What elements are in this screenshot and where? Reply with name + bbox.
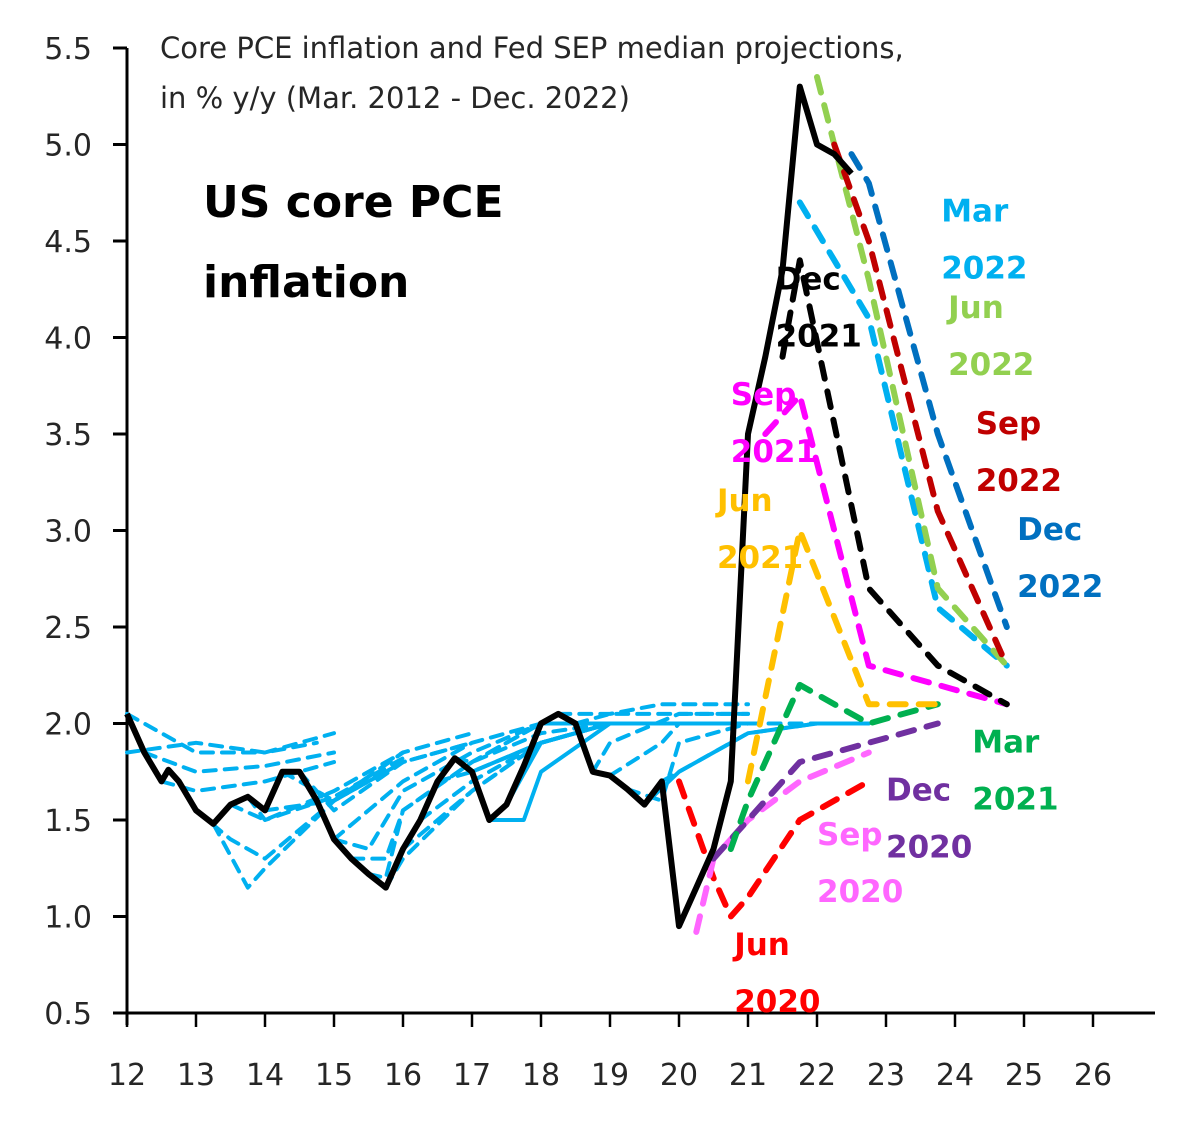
series-label-year: 2021 bbox=[717, 540, 803, 576]
x-tick-label: 14 bbox=[246, 1058, 284, 1093]
y-tick-label: 5.0 bbox=[44, 129, 92, 164]
series-label-jun-2020: Jun 2020 bbox=[732, 927, 820, 1020]
y-tick-label: 1.5 bbox=[44, 804, 92, 839]
projection-line-jun-2022 bbox=[814, 74, 1010, 669]
x-tick-label: 18 bbox=[522, 1058, 560, 1093]
series-label-year: 2020 bbox=[886, 830, 972, 866]
x-tick-label: 21 bbox=[729, 1058, 767, 1093]
series-label-sep-2022: Sep 2022 bbox=[976, 406, 1062, 499]
projection-line-sep-2019 bbox=[642, 721, 871, 807]
series-label-jun-2022: Jun 2022 bbox=[946, 290, 1034, 383]
y-tick-label: 5.5 bbox=[44, 32, 92, 67]
projection-line-sep-2013 bbox=[228, 750, 405, 822]
projection-line-mar-2015 bbox=[332, 721, 543, 851]
series-label-month: Dec bbox=[886, 773, 951, 809]
x-tick-label: 25 bbox=[1005, 1058, 1043, 1093]
projection-line-mar-2021 bbox=[727, 681, 941, 852]
projection-line-dec-2012 bbox=[159, 760, 336, 793]
title-line-1: Core PCE inflation and Fed SEP median pr… bbox=[160, 31, 904, 65]
series-label-mar-2021: Mar 2021 bbox=[972, 724, 1058, 817]
series-label-year: 2021 bbox=[972, 781, 1058, 817]
series-label-month: Sep bbox=[731, 377, 797, 413]
series-label-month: Jun bbox=[715, 483, 773, 519]
projection-line-sep-2012 bbox=[142, 750, 336, 774]
series-label-month: Mar bbox=[941, 194, 1009, 230]
y-tick-label: 0.5 bbox=[44, 997, 92, 1032]
axes: 0.5 1.0 1.5 2.0 2.5 3.0 3.5 4.0 4.5 5.0 5.5 12 13 14 1… bbox=[44, 32, 1155, 1093]
series-label-month: Dec bbox=[1017, 512, 1082, 548]
projection-line-sep-2021 bbox=[762, 392, 1010, 708]
projection-line-jun-2018 bbox=[556, 702, 750, 716]
series-label-mar-2022: Mar 2022 bbox=[941, 194, 1027, 287]
series-label-sep-2020: Sep 2020 bbox=[817, 817, 903, 910]
x-tick-label: 23 bbox=[867, 1058, 905, 1093]
y-tick-label: 1.0 bbox=[44, 901, 92, 936]
actual-layer bbox=[124, 83, 854, 930]
series-label-year: 2021 bbox=[776, 318, 862, 354]
y-tick-label: 4.0 bbox=[44, 322, 92, 357]
series-label-year: 2022 bbox=[1017, 569, 1103, 605]
projection-line-mar-2022 bbox=[796, 199, 1010, 669]
projection-line-jun-2021 bbox=[745, 527, 941, 785]
series-label-year: 2022 bbox=[948, 347, 1034, 383]
x-tick-label: 13 bbox=[177, 1058, 215, 1093]
projection-line-dec-2013 bbox=[245, 756, 405, 822]
series-label-year: 2021 bbox=[731, 434, 817, 470]
x-tick-label: 26 bbox=[1074, 1058, 1112, 1093]
series-labels: Dec2021Mar2022Jun2022Sep2022Dec2022Sep20… bbox=[715, 194, 1103, 1020]
projection-line-mar-2014 bbox=[263, 731, 474, 813]
projection-line-mar-2012 bbox=[125, 740, 319, 755]
annotation-line-2: inflation bbox=[203, 257, 409, 308]
title-line-2: in % y/y (Mar. 2012 - Dec. 2022) bbox=[160, 81, 630, 115]
projection-line-sep-2018 bbox=[573, 711, 750, 726]
series-label-month: Jun bbox=[946, 290, 1004, 326]
series-label-year: 2022 bbox=[941, 251, 1027, 287]
projection-line-sep-2014 bbox=[297, 740, 474, 813]
chart-title: Core PCE inflation and Fed SEP median pr… bbox=[160, 31, 904, 115]
x-tick-label: 19 bbox=[591, 1058, 629, 1093]
series-label-year: 2020 bbox=[734, 984, 820, 1020]
projection-line-mar-2019 bbox=[608, 721, 750, 778]
series-label-dec-2021: Dec 2021 bbox=[776, 261, 862, 354]
projection-line-sep-2015 bbox=[366, 721, 543, 880]
series-label-month: Mar bbox=[972, 724, 1040, 760]
series-label-month: Sep bbox=[817, 817, 883, 853]
y-tick-label: 3.5 bbox=[44, 418, 92, 453]
series-label-month: Jun bbox=[732, 927, 790, 963]
projection-line-sep-2022 bbox=[831, 141, 1010, 669]
x-tick-label: 22 bbox=[798, 1058, 836, 1093]
projection-line-jun-2012 bbox=[125, 711, 336, 755]
projection-line-sep-2020 bbox=[693, 749, 872, 935]
series-layer bbox=[125, 74, 1010, 935]
x-tick-label: 15 bbox=[315, 1058, 353, 1093]
annotation: US core PCE inflation bbox=[203, 177, 504, 308]
x-tick-label: 24 bbox=[936, 1058, 974, 1093]
series-label-sep-2021: Sep 2021 bbox=[731, 377, 817, 470]
x-tick-label: 20 bbox=[660, 1058, 698, 1093]
y-tick-label: 2.5 bbox=[44, 611, 92, 646]
x-tick-label: 16 bbox=[384, 1058, 422, 1093]
y-tick-label: 2.0 bbox=[44, 708, 92, 743]
series-label-jun-2021: Jun 2021 bbox=[715, 483, 803, 576]
series-label-year: 2022 bbox=[976, 463, 1062, 499]
series-label-year: 2020 bbox=[817, 874, 903, 910]
y-tick-label: 4.5 bbox=[44, 225, 92, 260]
series-label-month: Sep bbox=[976, 406, 1042, 442]
series-label-month: Dec bbox=[776, 261, 841, 297]
series-label-dec-2022: Dec 2022 bbox=[1017, 512, 1103, 605]
x-tick-label: 17 bbox=[453, 1058, 491, 1093]
projection-line-dec-2022 bbox=[848, 151, 1010, 630]
series-label-dec-2020: Dec 2020 bbox=[886, 773, 972, 866]
actual-core-pce-line bbox=[124, 83, 854, 930]
x-tick-label: 12 bbox=[108, 1058, 146, 1093]
projection-line-dec-2018 bbox=[590, 711, 750, 774]
y-tick-label: 3.0 bbox=[44, 515, 92, 550]
projection-line-dec-2021 bbox=[779, 257, 1010, 708]
annotation-line-1: US core PCE bbox=[203, 177, 504, 228]
